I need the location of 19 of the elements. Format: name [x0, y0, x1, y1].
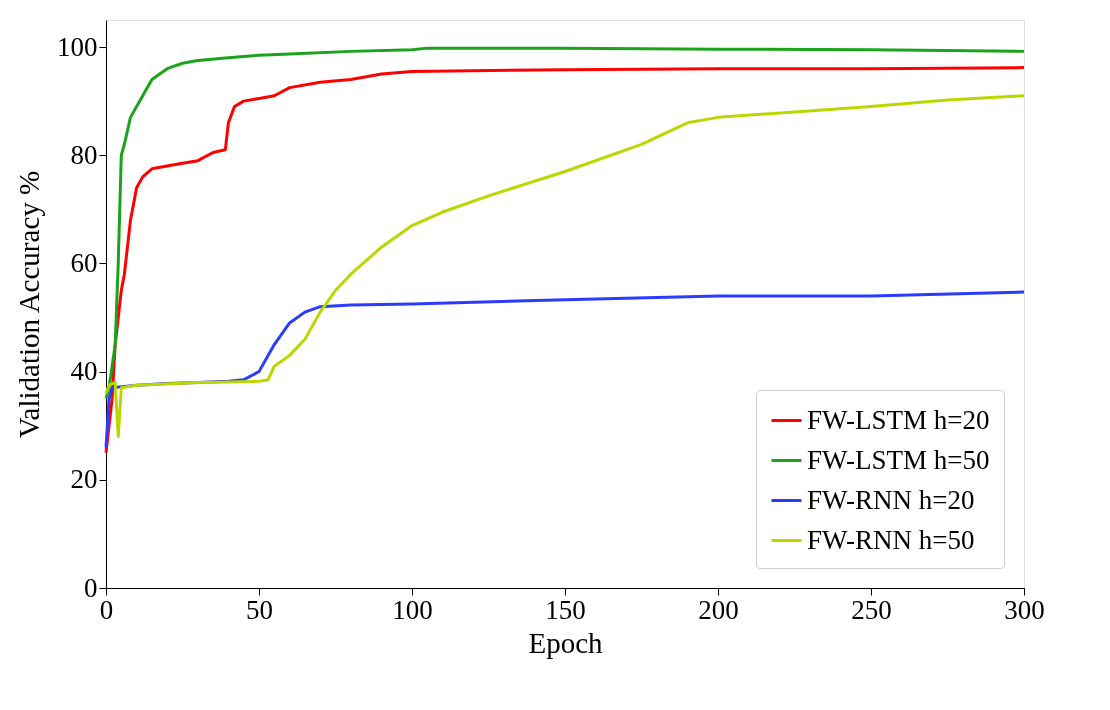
x-tick-label: 300 [1004, 594, 1045, 625]
x-tick-label: 50 [246, 594, 273, 625]
y-tick-label: 0 [84, 572, 98, 603]
y-tick-label: 100 [57, 31, 98, 62]
y-tick-label: 80 [70, 139, 98, 170]
y-tick-label: 60 [70, 247, 98, 278]
legend-label: FW-LSTM h=20 [807, 404, 990, 435]
legend-label: FW-LSTM h=50 [807, 444, 990, 475]
legend-label: FW-RNN h=20 [807, 484, 975, 515]
y-axis-title: Validation Accuracy % [13, 170, 45, 439]
y-tick-label: 40 [70, 356, 98, 387]
x-axis-title: Epoch [528, 626, 604, 659]
x-tick-label: 150 [545, 594, 586, 625]
y-tick-label: 20 [70, 464, 98, 495]
x-tick-label: 200 [698, 594, 739, 625]
legend-label: FW-RNN h=50 [807, 524, 975, 555]
x-tick-label: 250 [851, 594, 892, 625]
line-series [104, 46, 1026, 401]
x-tick-label: 100 [392, 594, 433, 625]
